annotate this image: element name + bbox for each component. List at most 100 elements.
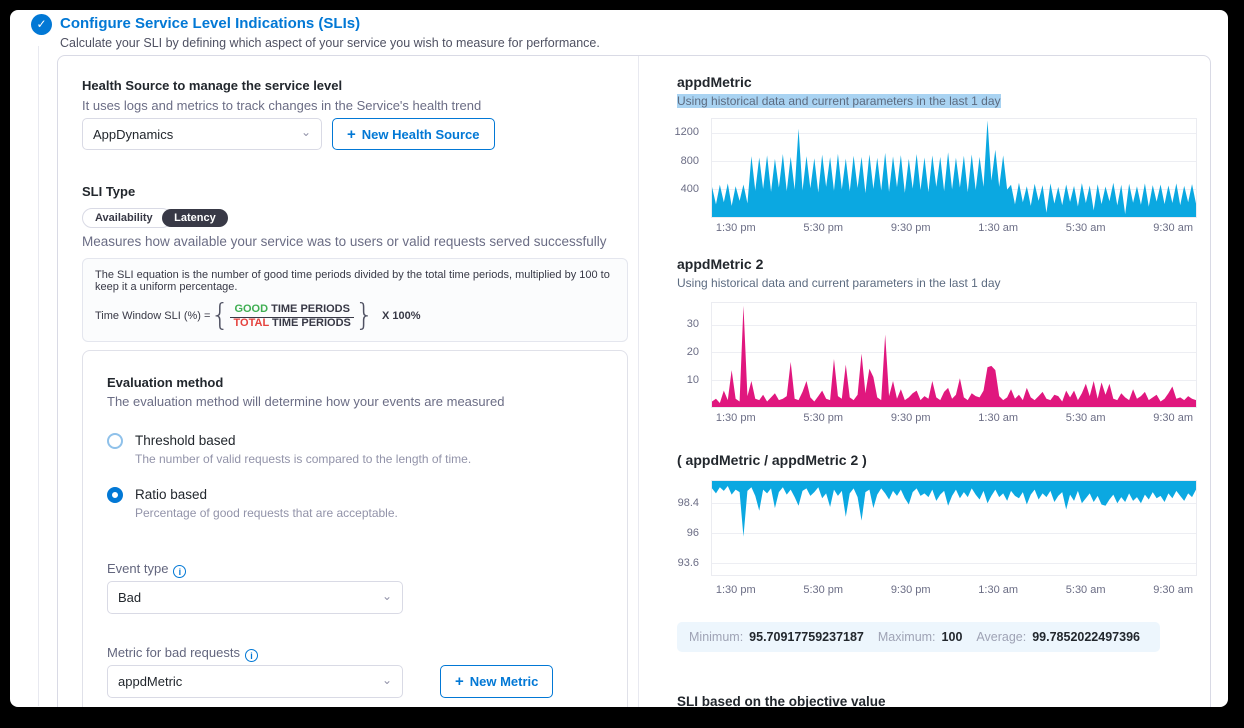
sli-config-card: Health Source to manage the service leve… [57, 55, 1211, 707]
chart2-subtitle: Using historical data and current parame… [677, 276, 1001, 290]
ratio-based-label[interactable]: Ratio based [135, 487, 208, 502]
chart-plot-area[interactable] [711, 302, 1197, 408]
step-connector-line [38, 46, 39, 706]
area-series [712, 481, 1196, 537]
y-tick-label: 400 [680, 183, 699, 196]
x-tick-label: 5:30 am [1065, 412, 1106, 424]
x-tick-label: 1:30 am [978, 412, 1019, 424]
sli-equation-formula: Time Window SLI (%) = { GOOD TIME PERIOD… [95, 301, 615, 331]
maximum-value: 100 [941, 630, 963, 644]
chevron-down-icon: ⌄ [381, 588, 392, 603]
page-subtitle: Calculate your SLI by defining which asp… [60, 36, 600, 50]
average-value: 99.7852022497396 [1032, 630, 1140, 644]
new-health-source-button[interactable]: + New Health Source [332, 118, 495, 150]
chart1-subtitle: Using historical data and current parame… [677, 94, 1001, 108]
page-title: Configure Service Level Indications (SLI… [60, 15, 361, 32]
threshold-based-label[interactable]: Threshold based [135, 433, 236, 448]
x-tick-label: 9:30 am [1153, 222, 1193, 234]
event-type-label: Event type i [107, 561, 187, 578]
area-series [712, 120, 1196, 217]
right-brace: } [354, 298, 374, 333]
chart2-x-axis: 1:30 pm 5:30 pm 9:30 pm 1:30 am 5:30 am 9:30 … [711, 412, 1197, 428]
sli-stats-bar: Minimum: 95.70917759237187 Maximum: 100 … [677, 622, 1160, 652]
plus-icon: + [347, 125, 356, 143]
ratio-based-radio[interactable] [107, 487, 123, 503]
sli-type-latency-pill[interactable]: Latency [162, 209, 228, 227]
x-tick-label: 9:30 pm [890, 412, 931, 424]
sli-objective-heading: SLI based on the objective value [677, 694, 886, 707]
chart-appdmetric: 1200 800 400 [665, 118, 1205, 218]
column-divider [638, 56, 639, 707]
chart-appdmetric-2: 30 20 10 [665, 302, 1205, 408]
sli-type-toggle: Availability Latency [82, 208, 228, 228]
ratio-based-description: Percentage of good requests that are acc… [135, 506, 398, 520]
plus-icon: + [455, 673, 464, 690]
average-label: Average: [976, 630, 1027, 644]
event-type-value: Bad [118, 590, 142, 605]
chart-plot-area[interactable] [711, 480, 1197, 576]
x-tick-label: 5:30 am [1065, 584, 1106, 596]
info-icon[interactable]: i [173, 565, 187, 578]
sli-type-description: Measures how available your service was … [82, 234, 607, 249]
left-brace: { [210, 298, 230, 333]
new-metric-button-bad[interactable]: + New Metric [440, 665, 554, 698]
chart1-x-axis: 1:30 pm 5:30 pm 9:30 pm 1:30 am 5:30 am 9:30 … [711, 222, 1197, 238]
metric-bad-select[interactable]: appdMetric ⌄ [107, 665, 403, 698]
main-panel: ✓ Configure Service Level Indications (S… [10, 10, 1228, 707]
x-tick-label: 9:30 am [1153, 584, 1193, 596]
y-tick-label: 1200 [674, 126, 699, 139]
x-tick-label: 1:30 pm [715, 412, 756, 424]
chevron-down-icon: ⌄ [300, 125, 311, 139]
chart-ratio: 98.4 96 93.6 [665, 480, 1205, 576]
x-tick-label: 9:30 pm [890, 222, 931, 234]
equation-fraction: GOOD TIME PERIODS TOTAL TIME PERIODS [230, 302, 355, 329]
minimum-value: 95.70917759237187 [749, 630, 864, 644]
new-metric-label: New Metric [469, 674, 539, 689]
new-health-source-label: New Health Source [361, 126, 480, 142]
event-type-select[interactable]: Bad ⌄ [107, 581, 403, 614]
minimum-label: Minimum: [689, 630, 744, 644]
good-time-periods: GOOD [234, 303, 269, 315]
y-tick-label: 10 [686, 374, 699, 387]
sli-equation-box: The SLI equation is the number of good t… [82, 258, 628, 342]
y-tick-label: 98.4 [677, 496, 699, 509]
step-complete-check-icon: ✓ [31, 14, 52, 35]
sli-type-heading: SLI Type [82, 184, 136, 199]
chart-plot-area[interactable] [711, 118, 1197, 218]
numerator-rest: TIME PERIODS [268, 303, 350, 315]
evaluation-method-description: The evaluation method will determine how… [107, 394, 505, 409]
area-series [712, 305, 1196, 407]
chart1-title: appdMetric [677, 74, 752, 90]
x-tick-label: 1:30 am [978, 222, 1019, 234]
equation-rhs: X 100% [381, 310, 421, 322]
y-tick-label: 30 [686, 318, 699, 331]
info-icon[interactable]: i [244, 649, 258, 662]
health-source-description: It uses logs and metrics to track change… [82, 98, 482, 113]
metric-bad-label: Metric for bad requests i [107, 645, 258, 662]
sli-type-availability-pill[interactable]: Availability [82, 208, 172, 228]
x-tick-label: 1:30 am [978, 584, 1019, 596]
chevron-down-icon: ⌄ [381, 672, 392, 687]
health-source-heading: Health Source to manage the service leve… [82, 78, 343, 93]
x-tick-label: 1:30 pm [715, 584, 756, 596]
y-tick-label: 20 [686, 346, 699, 359]
metric-bad-value: appdMetric [118, 674, 183, 689]
x-tick-label: 5:30 pm [803, 412, 844, 424]
denominator-rest: TIME PERIODS [268, 317, 351, 329]
total-time-periods: TOTAL [233, 317, 269, 329]
sli-equation-text: The SLI equation is the number of good t… [95, 269, 610, 293]
health-source-select[interactable]: AppDynamics ⌄ [82, 118, 322, 150]
chart2-title: appdMetric 2 [677, 256, 764, 272]
x-tick-label: 1:30 pm [715, 222, 756, 234]
chart3-x-axis: 1:30 pm 5:30 pm 9:30 pm 1:30 am 5:30 am 9:30 … [711, 584, 1197, 600]
maximum-label: Maximum: [877, 630, 936, 644]
evaluation-method-box: Evaluation method The evaluation method … [82, 350, 628, 707]
chart3-title: ( appdMetric / appdMetric 2 ) [677, 452, 867, 468]
y-tick-label: 93.6 [677, 557, 699, 570]
x-tick-label: 9:30 pm [890, 584, 931, 596]
equation-lhs: Time Window SLI (%) = [95, 310, 211, 322]
threshold-based-radio[interactable] [107, 433, 123, 449]
x-tick-label: 5:30 pm [803, 222, 844, 234]
threshold-based-description: The number of valid requests is compared… [135, 452, 472, 466]
x-tick-label: 5:30 pm [803, 584, 844, 596]
